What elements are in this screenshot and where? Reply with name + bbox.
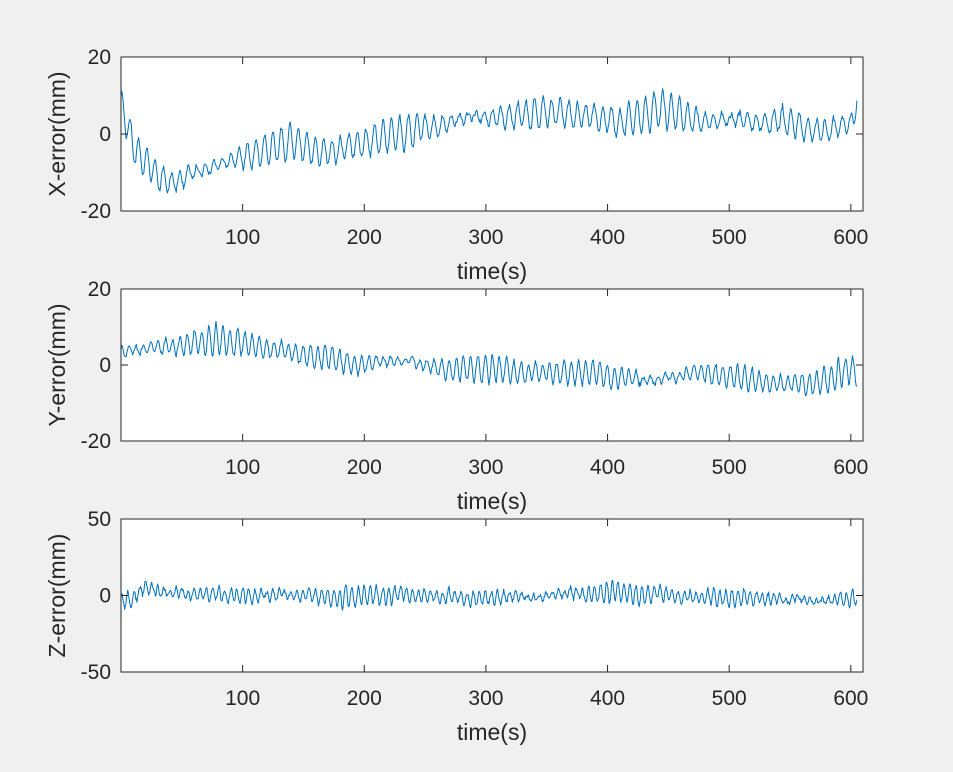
y-tick-label: -50: [81, 661, 111, 684]
plot-area: [121, 57, 863, 211]
series-line-2-1: [120, 320, 858, 397]
y-tick-label: -20: [81, 200, 111, 223]
x-tick-label: 400: [590, 226, 625, 249]
y-tick-label: 20: [88, 46, 111, 69]
series-line-3-1: [120, 579, 858, 611]
x-tick-label: 200: [347, 226, 382, 249]
y-axis-label: Y-error(mm): [44, 303, 70, 426]
subplot-3: 100 200 300 400 500 600 -50 0 50 time(s) Z-error(m…: [44, 508, 868, 745]
plot-area: [121, 289, 863, 441]
x-tick-label: 600: [833, 226, 868, 249]
x-tick-label: 500: [712, 226, 747, 249]
y-tick-label: 0: [99, 123, 111, 146]
x-tick-label: 400: [590, 456, 625, 479]
x-tick-label: 600: [833, 687, 868, 710]
x-tick-label: 300: [468, 226, 503, 249]
x-axis-label: time(s): [457, 719, 527, 745]
y-tick-label: 50: [88, 508, 111, 531]
x-tick-label: 600: [833, 456, 868, 479]
x-tick-label: 500: [712, 687, 747, 710]
y-axis-label: Z-error(mm): [44, 534, 70, 658]
x-tick-label: 100: [225, 456, 260, 479]
x-tick-label: 500: [712, 456, 747, 479]
x-tick-label: 200: [347, 456, 382, 479]
subplot-1: 100 200 300 400 500 600 -20 0 20 time(s) X-error(m…: [44, 46, 868, 284]
y-tick-label: 0: [99, 585, 111, 608]
x-tick-label: 400: [590, 687, 625, 710]
x-axis-label: time(s): [457, 488, 527, 514]
axes-layer: 100 200 300 400 500 600-20020time(s)X-error(m…: [44, 46, 868, 745]
y-tick-label: 20: [88, 278, 111, 301]
x-axis-label: time(s): [457, 258, 527, 284]
y-tick-label: 0: [99, 354, 111, 377]
y-tick-label: -20: [81, 430, 111, 453]
y-axis-label: X-error(mm): [44, 71, 70, 196]
x-tick-label: 100: [225, 687, 260, 710]
x-tick-label: 300: [468, 456, 503, 479]
subplot-2: 100 200 300 400 500 600 -20 0 20 time(s) Y-error(m…: [44, 278, 868, 514]
x-tick-label: 300: [468, 687, 503, 710]
x-tick-label: 100: [225, 226, 260, 249]
x-tick-label: 200: [347, 687, 382, 710]
series-line-1-1: [120, 88, 858, 194]
